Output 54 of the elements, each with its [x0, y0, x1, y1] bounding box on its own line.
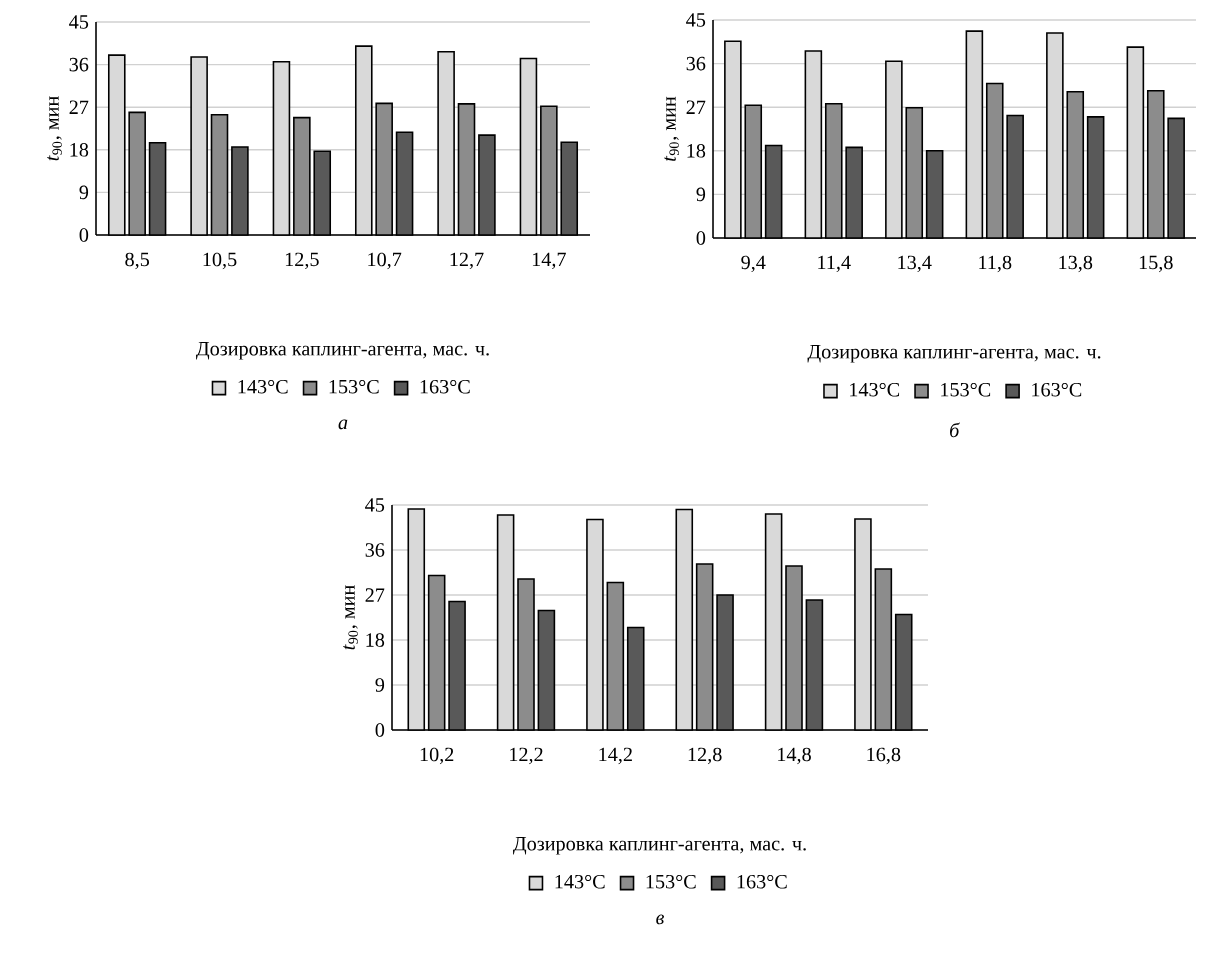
y-tick-label: 45 — [686, 13, 706, 27]
legend-label: 143°C — [850, 382, 900, 397]
y-tick-label: 18 — [366, 633, 385, 647]
x-tick-label: 10,5 — [203, 252, 237, 270]
x-tick-label: 9,4 — [741, 255, 766, 273]
y-tick-label: 36 — [69, 57, 89, 72]
x-tick-label: 16,8 — [867, 747, 901, 765]
x-tick-label: 11,4 — [818, 255, 851, 273]
y-tick-label: 45 — [69, 15, 89, 29]
x-tick-label: 11,8 — [979, 255, 1012, 273]
x-tick-label: 10,2 — [420, 747, 454, 765]
y-tick-label: 27 — [69, 100, 89, 114]
x-tick-label: 12,2 — [510, 747, 543, 765]
x-tick-label: 12,7 — [450, 252, 484, 270]
y-tick-label: 27 — [686, 100, 706, 114]
legend-label: 143°C — [238, 379, 288, 394]
x-tick-label: 14,2 — [599, 747, 632, 765]
text: в — [656, 914, 665, 925]
x-tick-label: 15,8 — [1139, 255, 1173, 273]
legend-label: 163°C — [1032, 382, 1082, 397]
y-axis-title: t$_{90}$, мин — [47, 96, 62, 161]
y-tick-label: 9 — [79, 185, 89, 200]
legend-label: 163°C — [737, 874, 787, 889]
y-tick-label: 9 — [696, 187, 706, 202]
y-tick-label: 36 — [686, 56, 706, 71]
x-axis-title: Дозировка каплинг-агента, мас. ч. — [196, 342, 489, 360]
y-tick-label: 0 — [696, 231, 706, 245]
legend-label: 143°C — [555, 874, 605, 889]
y-tick-label: 9 — [375, 678, 385, 692]
y-tick-label: 18 — [687, 144, 706, 158]
x-tick-label: 13,8 — [1059, 255, 1093, 273]
x-tick-label: 13,4 — [898, 255, 932, 273]
y-axis-title: t$_{90}$, мин — [664, 96, 679, 161]
x-tick-label: 10,7 — [368, 252, 402, 270]
legend-label: 153°C — [329, 379, 379, 394]
x-axis-title: Дозировка каплинг-агента, мас. ч. — [807, 345, 1101, 363]
x-tick-label: 8,5 — [125, 252, 150, 270]
legend-label: 153°C — [941, 382, 991, 397]
x-tick-label: 14,7 — [532, 252, 566, 270]
y-tick-label: 27 — [365, 588, 385, 602]
y-tick-label: 36 — [365, 543, 385, 557]
text: а — [338, 419, 348, 430]
y-tick-label: 45 — [365, 498, 385, 512]
y-tick-label: 0 — [79, 228, 89, 242]
x-tick-label: 12,5 — [285, 252, 319, 270]
y-axis-title: t$_{90}$, мин — [343, 585, 358, 650]
x-tick-label: 14,8 — [778, 747, 811, 765]
x-tick-label: 12,8 — [688, 747, 722, 765]
legend-label: 153°C — [646, 874, 696, 889]
y-tick-label: 0 — [375, 723, 385, 737]
text: б — [950, 422, 960, 438]
x-axis-title: Дозировка каплинг-агента, мас. ч. — [513, 837, 806, 855]
legend-label: 163°C — [420, 379, 470, 394]
y-tick-label: 18 — [70, 143, 89, 157]
